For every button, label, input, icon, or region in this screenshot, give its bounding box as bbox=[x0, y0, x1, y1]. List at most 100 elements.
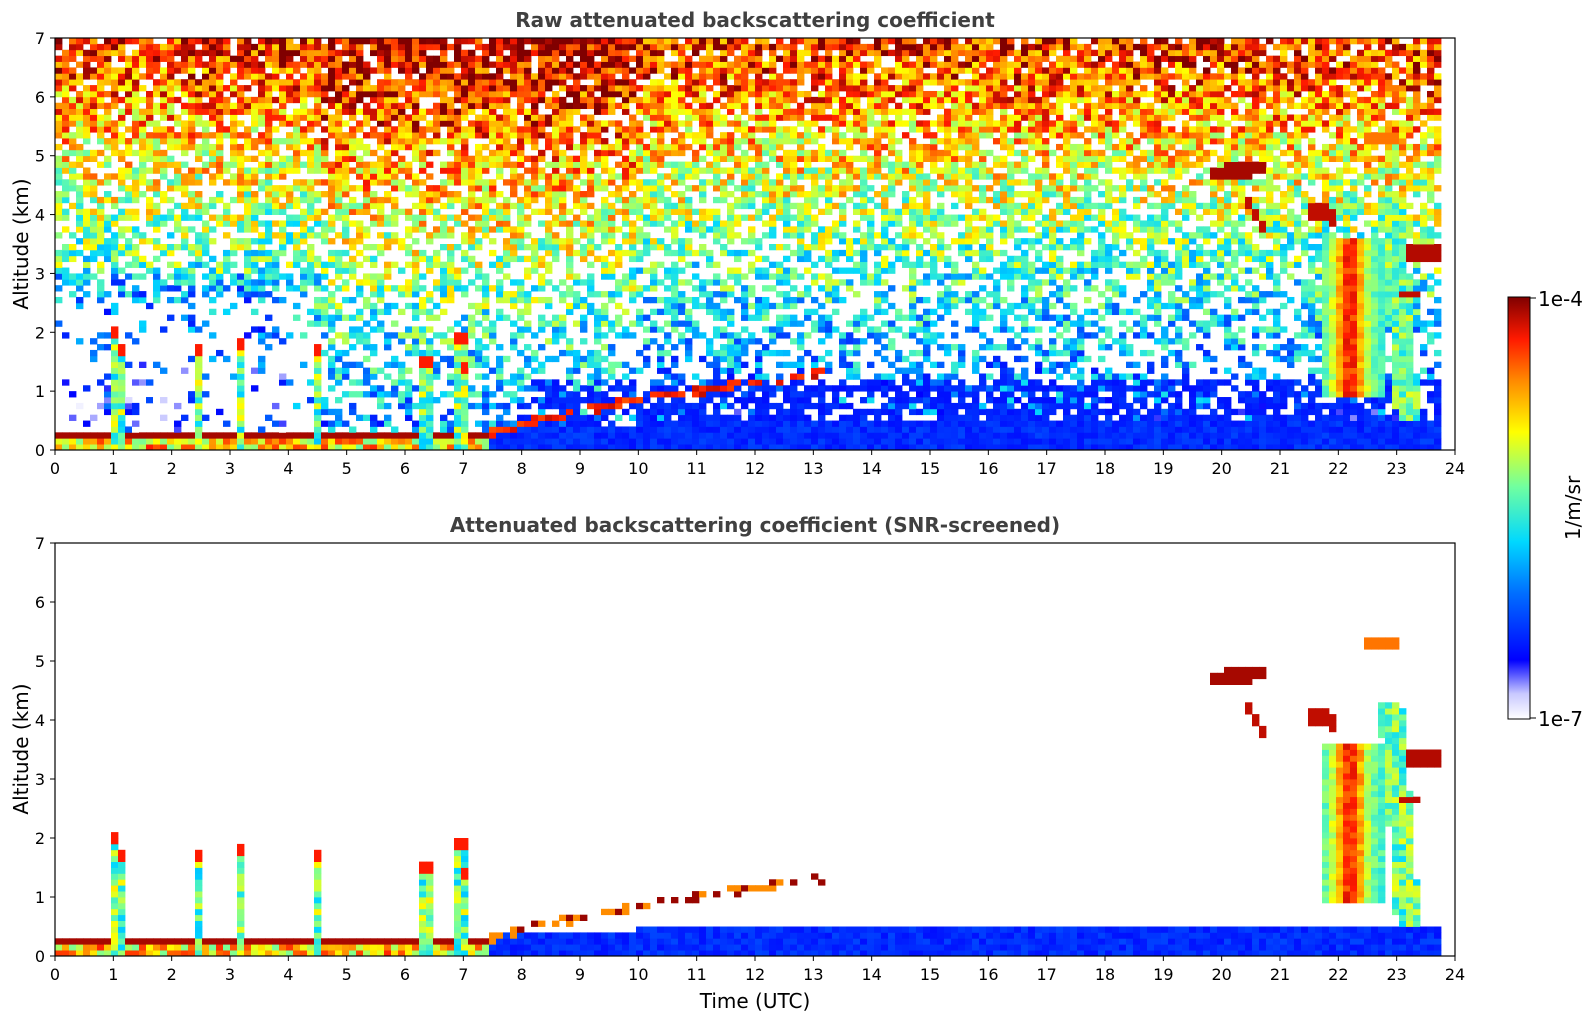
heatmap-cell bbox=[55, 255, 63, 263]
heatmap-cell bbox=[76, 238, 84, 245]
heatmap-cell bbox=[685, 208, 693, 215]
heatmap-cell bbox=[510, 173, 518, 180]
heatmap-cell bbox=[356, 249, 364, 257]
heatmap-cell bbox=[230, 126, 238, 133]
heatmap-cell bbox=[755, 85, 763, 92]
heatmap-cell bbox=[706, 249, 714, 257]
heatmap-cell bbox=[594, 161, 602, 168]
heatmap-cell bbox=[531, 296, 539, 304]
heatmap-cell bbox=[90, 232, 98, 239]
heatmap-cell bbox=[209, 155, 217, 162]
heatmap-cell bbox=[468, 61, 476, 68]
heatmap-cell bbox=[104, 344, 112, 351]
heatmap-cell bbox=[622, 179, 630, 186]
heatmap-cell bbox=[678, 320, 686, 327]
heatmap-cell bbox=[783, 108, 791, 115]
heatmap-cell bbox=[524, 214, 532, 221]
heatmap-cell bbox=[223, 61, 231, 68]
heatmap-cell bbox=[545, 79, 553, 86]
heatmap-cell bbox=[804, 96, 812, 104]
heatmap-cell bbox=[328, 220, 336, 227]
heatmap-cell bbox=[405, 173, 413, 180]
heatmap-cell bbox=[650, 196, 658, 204]
heatmap-cell bbox=[202, 102, 210, 110]
heatmap-cell bbox=[83, 96, 91, 104]
heatmap-cell bbox=[664, 185, 672, 192]
heatmap-cell bbox=[699, 179, 707, 186]
heatmap-cell bbox=[223, 132, 231, 139]
heatmap-cell bbox=[496, 67, 504, 74]
heatmap-cell bbox=[384, 432, 392, 439]
heatmap-cell bbox=[419, 191, 427, 198]
heatmap-cell bbox=[272, 61, 280, 68]
heatmap-cell bbox=[790, 397, 798, 404]
heatmap-cell bbox=[209, 432, 217, 439]
heatmap-cell bbox=[160, 138, 168, 145]
heatmap-cell bbox=[727, 349, 735, 357]
heatmap-cell bbox=[118, 138, 126, 145]
heatmap-cell bbox=[62, 155, 70, 162]
heatmap-cell bbox=[510, 438, 518, 445]
heatmap-cell bbox=[783, 320, 791, 327]
heatmap-cell bbox=[587, 67, 595, 74]
heatmap-cell bbox=[125, 126, 133, 133]
heatmap-cell bbox=[734, 96, 742, 104]
heatmap-cell bbox=[104, 126, 112, 133]
heatmap-cell bbox=[76, 191, 84, 198]
heatmap-cell bbox=[566, 367, 574, 374]
heatmap-cell bbox=[678, 220, 686, 227]
heatmap-cell bbox=[230, 220, 238, 227]
heatmap-cell bbox=[377, 138, 385, 145]
heatmap-cell bbox=[692, 438, 700, 445]
heatmap-cell bbox=[706, 397, 714, 404]
heatmap-cell bbox=[489, 214, 497, 221]
heatmap-cell bbox=[321, 90, 329, 98]
heatmap-cell bbox=[97, 149, 105, 157]
heatmap-cell bbox=[559, 108, 567, 115]
heatmap-cell bbox=[454, 349, 462, 357]
heatmap-cell bbox=[524, 426, 532, 433]
heatmap-cell bbox=[216, 126, 224, 133]
heatmap-cell bbox=[216, 143, 224, 151]
heatmap-cell bbox=[762, 385, 770, 392]
heatmap-cell bbox=[461, 361, 469, 368]
heatmap-cell bbox=[671, 85, 679, 92]
heatmap-cell bbox=[755, 214, 763, 221]
heatmap-cell bbox=[510, 397, 518, 404]
heatmap-cell bbox=[748, 126, 756, 133]
heatmap-cell bbox=[594, 85, 602, 92]
heatmap-cell bbox=[608, 291, 616, 298]
heatmap-cell bbox=[461, 291, 469, 298]
heatmap-cell bbox=[55, 261, 63, 268]
heatmap-cell bbox=[503, 138, 511, 145]
heatmap-cell bbox=[118, 114, 126, 121]
heatmap-cell bbox=[503, 438, 511, 445]
heatmap-cell bbox=[398, 238, 406, 245]
heatmap-cell bbox=[195, 49, 203, 57]
heatmap-cell bbox=[447, 338, 455, 345]
heatmap-cell bbox=[552, 43, 560, 51]
heatmap-cell bbox=[125, 402, 133, 410]
heatmap-cell bbox=[475, 167, 483, 174]
heatmap-cell bbox=[790, 444, 798, 450]
heatmap-cell bbox=[720, 191, 728, 198]
heatmap-cell bbox=[713, 185, 721, 192]
heatmap-cell bbox=[370, 90, 378, 98]
heatmap-cell bbox=[370, 444, 378, 450]
heatmap-cell bbox=[244, 73, 252, 80]
heatmap-cell bbox=[762, 391, 770, 398]
heatmap-cell bbox=[671, 344, 679, 351]
heatmap-cell bbox=[692, 49, 700, 57]
heatmap-cell bbox=[496, 432, 504, 439]
heatmap-cell bbox=[496, 61, 504, 68]
heatmap-cell bbox=[748, 173, 756, 180]
heatmap-cell bbox=[678, 238, 686, 245]
heatmap-cell bbox=[433, 255, 441, 263]
heatmap-cell bbox=[440, 414, 448, 421]
heatmap-cell bbox=[664, 244, 672, 251]
heatmap-cell bbox=[398, 391, 406, 398]
heatmap-cell bbox=[622, 108, 630, 115]
heatmap-cell bbox=[447, 255, 455, 263]
heatmap-cell bbox=[531, 114, 539, 121]
heatmap-cell bbox=[776, 55, 784, 62]
